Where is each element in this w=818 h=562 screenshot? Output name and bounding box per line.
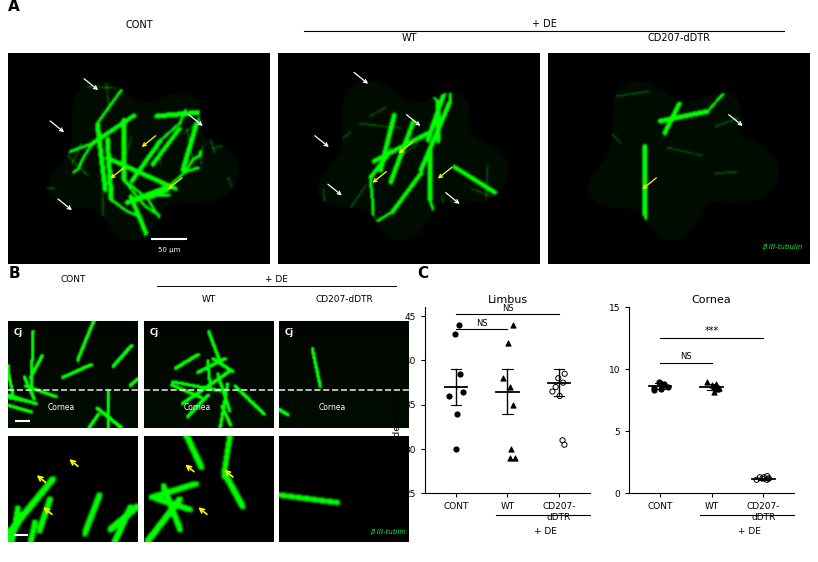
Text: Cj: Cj bbox=[14, 328, 23, 337]
Text: + DE: + DE bbox=[534, 527, 557, 536]
Text: ***: *** bbox=[704, 326, 719, 336]
Text: CD207-dDTR: CD207-dDTR bbox=[647, 33, 711, 43]
Point bbox=[504, 454, 517, 463]
Text: C: C bbox=[417, 266, 429, 281]
Point bbox=[454, 369, 467, 378]
Point bbox=[712, 383, 726, 392]
Point bbox=[705, 381, 718, 390]
Text: β III-tublin: β III-tublin bbox=[370, 529, 406, 536]
Text: WT: WT bbox=[402, 33, 416, 43]
Text: CD207-dDTR: CD207-dDTR bbox=[315, 295, 373, 304]
Point bbox=[757, 473, 771, 482]
Point bbox=[700, 377, 713, 386]
Title: Cornea: Cornea bbox=[692, 295, 731, 305]
Point bbox=[556, 378, 569, 387]
Text: Cornea: Cornea bbox=[47, 402, 75, 411]
Text: CONT: CONT bbox=[61, 275, 86, 284]
Point bbox=[448, 329, 461, 338]
Point bbox=[711, 385, 724, 394]
Point bbox=[453, 320, 466, 329]
Point bbox=[552, 374, 565, 383]
Title: Limbus: Limbus bbox=[488, 295, 528, 305]
Point bbox=[658, 380, 671, 389]
Text: NS: NS bbox=[501, 303, 514, 312]
Point bbox=[506, 400, 519, 409]
Point bbox=[496, 374, 509, 383]
Text: Cornea: Cornea bbox=[319, 402, 346, 411]
Point bbox=[647, 383, 660, 392]
Text: B: B bbox=[8, 266, 20, 281]
Point bbox=[553, 392, 566, 401]
Text: NS: NS bbox=[476, 319, 488, 328]
Point bbox=[654, 378, 667, 387]
Point bbox=[753, 473, 766, 482]
Text: + DE: + DE bbox=[738, 527, 761, 536]
Point bbox=[449, 445, 462, 454]
Point bbox=[756, 474, 769, 483]
Point bbox=[762, 474, 775, 483]
Point bbox=[549, 383, 562, 392]
Point bbox=[760, 475, 773, 484]
Text: + DE: + DE bbox=[265, 275, 288, 284]
Text: 50 μm: 50 μm bbox=[158, 247, 180, 253]
Point bbox=[546, 387, 559, 396]
Point bbox=[709, 380, 722, 389]
Text: WT: WT bbox=[201, 295, 216, 304]
Point bbox=[657, 381, 670, 390]
Point bbox=[647, 386, 660, 395]
Point bbox=[556, 436, 569, 445]
Point bbox=[654, 385, 667, 394]
Point bbox=[450, 409, 463, 418]
Point bbox=[507, 320, 520, 329]
Text: NS: NS bbox=[680, 352, 692, 361]
Text: β III-tubulin: β III-tubulin bbox=[762, 244, 802, 250]
Point bbox=[762, 474, 775, 483]
Point bbox=[501, 338, 515, 347]
Point bbox=[443, 392, 456, 401]
Point bbox=[750, 475, 763, 484]
Point bbox=[708, 382, 721, 391]
Text: Cj: Cj bbox=[285, 328, 294, 337]
Point bbox=[558, 369, 571, 378]
Point bbox=[708, 387, 721, 396]
Point bbox=[558, 440, 571, 449]
Text: CONT: CONT bbox=[125, 20, 153, 30]
Point bbox=[503, 383, 516, 392]
Point bbox=[653, 377, 666, 386]
Point bbox=[505, 445, 518, 454]
Text: Cj: Cj bbox=[150, 328, 159, 337]
Point bbox=[456, 387, 470, 396]
Point bbox=[509, 454, 522, 463]
Point bbox=[711, 383, 724, 392]
Text: + DE: + DE bbox=[532, 19, 556, 29]
Point bbox=[761, 472, 774, 481]
Y-axis label: N. density (μ m/mm²): N. density (μ m/mm²) bbox=[393, 352, 402, 449]
Point bbox=[661, 382, 674, 391]
Text: Cornea: Cornea bbox=[183, 402, 210, 411]
Text: A: A bbox=[8, 0, 20, 14]
